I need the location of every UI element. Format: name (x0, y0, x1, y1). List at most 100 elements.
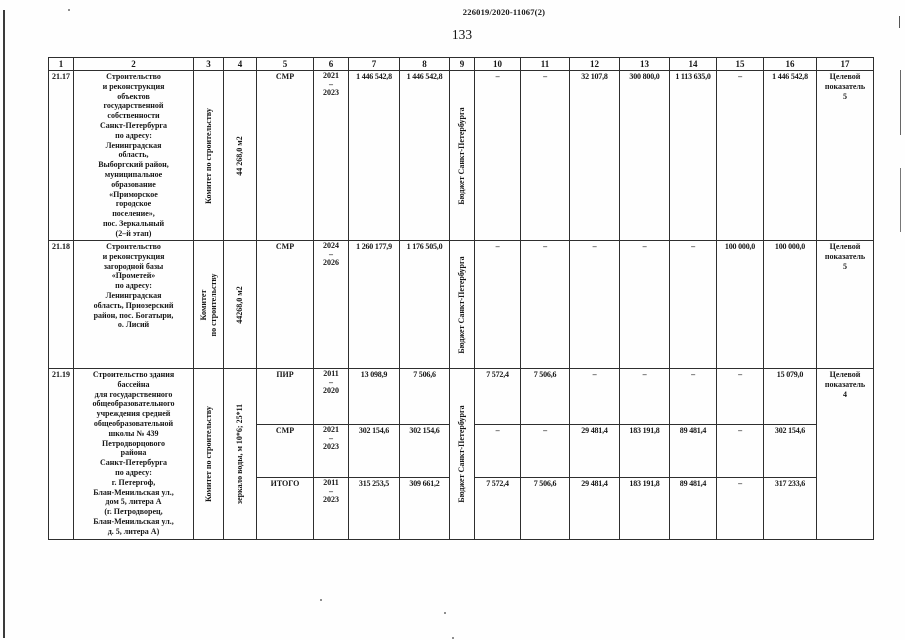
col-header-14: 14 (669, 57, 717, 71)
amount-col7: 302 154,6 (348, 424, 400, 478)
amount-col12: 32 107,8 (569, 70, 620, 241)
col-header-17: 17 (816, 57, 874, 71)
col-header-10: 10 (474, 57, 521, 71)
row-number: 21.17 (48, 70, 74, 241)
amount-col12: – (569, 240, 620, 369)
object-name: Строительство здания бассейна для госуда… (73, 368, 194, 540)
table-row-21.17: 21.17 Строительство и реконструкция объе… (48, 70, 874, 241)
amount-col16: 317 233,6 (763, 477, 817, 540)
amount-col15: – (716, 477, 764, 540)
agency-rotated-label: Комитет по строительству (203, 107, 213, 204)
amount-col11: 7 506,6 (520, 477, 570, 540)
object-name: Строительство и реконструкция загородной… (73, 240, 194, 369)
amount-col13: – (619, 368, 670, 425)
amount-col12: 29 481,4 (569, 477, 620, 540)
capacity: зеркало воды, м 10*6; 25*11 (223, 368, 257, 540)
amount-col15: – (716, 424, 764, 478)
amount-col11: 7 506,6 (520, 368, 570, 425)
amount-col13: 183 191,8 (619, 477, 670, 540)
funding-source: Бюджет Санкт-Петербурга (449, 240, 475, 369)
work-stage: СМР (256, 424, 314, 478)
object-name: Строительство и реконструкция объектов г… (73, 70, 194, 241)
col-header-16: 16 (763, 57, 817, 71)
years-range: 2021 – 2023 (313, 424, 349, 478)
col-header-7: 7 (348, 57, 400, 71)
budget-rotated-label: Бюджет Санкт-Петербурга (457, 106, 466, 205)
row-number: 21.19 (48, 368, 74, 540)
amount-col11: – (520, 70, 570, 241)
amount-col12: – (569, 368, 620, 425)
amount-col15: – (716, 368, 764, 425)
table-row-21.18: 21.18 Строительство и реконструкция заго… (48, 240, 874, 369)
col-header-2: 2 (73, 57, 194, 71)
responsible-agency: Комитет по строительству (193, 70, 224, 241)
work-stage: СМР (256, 70, 314, 241)
years-range: 2011 – 2020 (313, 368, 349, 425)
amount-col13: 300 800,0 (619, 70, 670, 241)
scan-speck-2 (320, 599, 322, 601)
amount-col16: 15 079,0 (763, 368, 817, 425)
page-number: 133 (451, 27, 473, 42)
scan-edge-mark-right-1 (899, 16, 900, 28)
amount-col7: 315 253,5 (348, 477, 400, 540)
amount-col10: – (474, 70, 521, 241)
amount-col14: – (669, 240, 717, 369)
amount-col10: 7 572,4 (474, 477, 521, 540)
col-header-4: 4 (223, 57, 257, 71)
amount-col8: 302 154,6 (399, 424, 450, 478)
capacity-rotated-label: зеркало воды, м 10*6; 25*11 (235, 403, 244, 505)
amount-col14: – (669, 368, 717, 425)
agency-rotated-label: Комитет по строительству (198, 273, 218, 336)
col-header-13: 13 (619, 57, 670, 71)
budget-rotated-label: Бюджет Санкт-Петербурга (457, 405, 466, 503)
scan-edge-line-left (3, 10, 5, 638)
amount-col8: 309 661,2 (399, 477, 450, 540)
budget-rotated-label: Бюджет Санкт-Петербурга (457, 255, 466, 354)
col-header-6: 6 (313, 57, 349, 71)
capacity: 44268,0 м2 (223, 240, 257, 369)
amount-col10: 7 572,4 (474, 368, 521, 425)
years-range: 2024 – 2026 (313, 240, 349, 369)
amount-col7: 1 446 542,8 (348, 70, 400, 241)
years-range: 2021 – 2023 (313, 70, 349, 241)
amount-col12: 29 481,4 (569, 424, 620, 478)
amount-col16: 100 000,0 (763, 240, 817, 369)
target-indicator: Целевой показатель 4 (816, 368, 874, 540)
funding-source: Бюджет Санкт-Петербурга (449, 368, 475, 540)
work-stage: ПИР (256, 368, 314, 425)
amount-col8: 1 446 542,8 (399, 70, 450, 241)
col-header-5: 5 (256, 57, 314, 71)
table-row-21.19-total: ИТОГО 2011 – 2023 315 253,5 309 661,2 7 … (49, 477, 874, 540)
construction-schedule-table: 1 2 3 4 5 6 7 8 9 10 11 12 13 14 15 16 1… (48, 57, 874, 540)
amount-col14: 1 113 635,0 (669, 70, 717, 241)
amount-col10: – (474, 424, 521, 478)
responsible-agency: Комитет по строительству (193, 240, 224, 369)
col-header-11: 11 (520, 57, 570, 71)
amount-col16: 1 446 542,8 (763, 70, 817, 241)
column-header-row: 1 2 3 4 5 6 7 8 9 10 11 12 13 14 15 16 1… (48, 57, 874, 71)
table-row-21.19-smr: СМР 2021 – 2023 302 154,6 302 154,6 – – … (49, 424, 874, 478)
capacity-rotated-label: 44268,0 м2 (235, 285, 244, 324)
document-number: 226019/2020-11067(2) (462, 7, 546, 17)
row-number: 21.18 (48, 240, 74, 369)
years-range: 2011 – 2023 (313, 477, 349, 540)
amount-col10: – (474, 240, 521, 369)
scan-speck-1 (68, 9, 70, 11)
scan-edge-mark-right-2 (900, 70, 901, 135)
amount-col16: 302 154,6 (763, 424, 817, 478)
amount-col15: 100 000,0 (716, 240, 764, 369)
col-header-8: 8 (399, 57, 450, 71)
amount-col14: 89 481,4 (669, 424, 717, 478)
responsible-agency: Комитет по строительству (193, 368, 224, 540)
amount-col14: 89 481,4 (669, 477, 717, 540)
scan-speck-3 (444, 612, 446, 614)
work-stage: СМР (256, 240, 314, 369)
amount-col11: – (520, 240, 570, 369)
col-header-15: 15 (716, 57, 764, 71)
amount-col11: – (520, 424, 570, 478)
funding-source: Бюджет Санкт-Петербурга (449, 70, 475, 241)
col-header-1: 1 (48, 57, 74, 71)
col-header-9: 9 (449, 57, 475, 71)
capacity-rotated-label: 44 268,0 м2 (235, 135, 244, 176)
